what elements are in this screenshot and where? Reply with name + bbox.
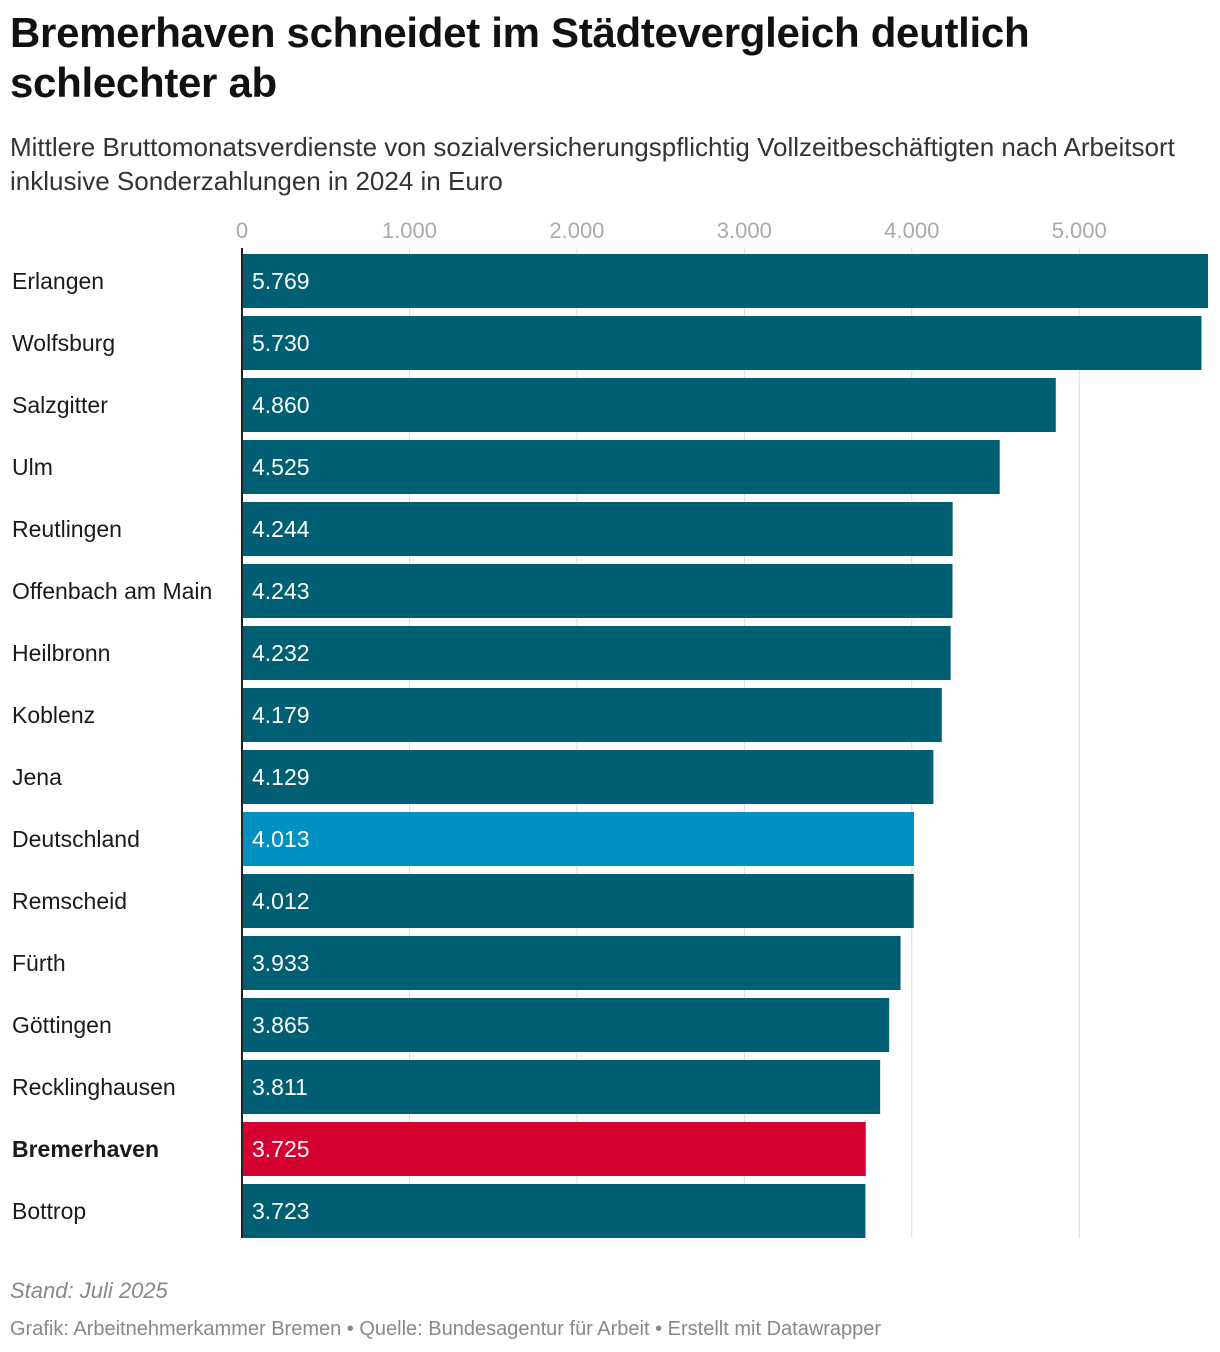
credit-tool: Erstellt mit Datawrapper [667, 1318, 882, 1340]
bar-ulm [242, 440, 1000, 494]
category-label: Göttingen [12, 1012, 112, 1038]
x-tick-label: 5.000 [1052, 218, 1107, 243]
bar-value-label: 4.525 [252, 454, 310, 480]
bar-göttingen [242, 998, 890, 1052]
category-label: Koblenz [12, 702, 95, 728]
category-label: Bottrop [12, 1198, 86, 1224]
bar-value-label: 4.012 [252, 888, 310, 914]
x-tick-label: 1.000 [382, 218, 437, 243]
category-label: Fürth [12, 950, 66, 976]
credit-graphic: Grafik: Arbeitnehmerkammer Bremen [10, 1318, 342, 1340]
category-label: Bremerhaven [12, 1136, 159, 1162]
credit-separator: • [341, 1318, 360, 1340]
bar-remscheid [242, 874, 914, 928]
bar-deutschland [242, 812, 914, 866]
category-label: Salzgitter [12, 392, 108, 418]
bar-jena [242, 750, 934, 804]
bar-offenbach-am-main [242, 564, 953, 618]
bar-value-label: 3.865 [252, 1012, 310, 1038]
bar-koblenz [242, 688, 942, 742]
bar-value-label: 4.179 [252, 702, 310, 728]
bar-bremerhaven [242, 1122, 866, 1176]
credit-separator: • [649, 1318, 668, 1340]
footer-credits: Grafik: Arbeitnehmerkammer Bremen • Quel… [10, 1318, 881, 1341]
x-tick-label: 4.000 [884, 218, 939, 243]
bar-value-label: 3.725 [252, 1136, 310, 1162]
category-label: Offenbach am Main [12, 578, 212, 604]
bar-recklinghausen [242, 1060, 881, 1114]
bar-salzgitter [242, 378, 1056, 432]
x-tick-label: 0 [236, 218, 248, 243]
bar-value-label: 3.811 [252, 1074, 308, 1100]
bar-value-label: 3.933 [252, 950, 310, 976]
footer-date-note: Stand: Juli 2025 [10, 1278, 168, 1303]
x-axis-tick-labels: 0 1.000 2.000 3.000 4.000 5.000 [236, 218, 1107, 243]
bar-value-label: 3.723 [252, 1198, 310, 1224]
category-label: Recklinghausen [12, 1074, 176, 1100]
bar-erlangen [242, 254, 1208, 308]
bar-bottrop [242, 1184, 866, 1238]
category-label: Heilbronn [12, 640, 110, 666]
bar-value-label: 4.232 [252, 640, 310, 666]
bar-fürth [242, 936, 901, 990]
category-labels: Erlangen Wolfsburg Salzgitter Ulm Reutlingen… [12, 268, 212, 1224]
category-label: Ulm [12, 454, 53, 480]
credit-source: Quelle: Bundesagentur für Arbeit [359, 1318, 650, 1340]
chart-subtitle: Mittlere Bruttomonatsverdienste von sozi… [10, 132, 1175, 196]
x-tick-label: 2.000 [549, 218, 604, 243]
bar-value-label: 4.860 [252, 392, 310, 418]
bar-wolfsburg [242, 316, 1202, 370]
bar-value-label: 5.769 [252, 268, 310, 294]
category-label: Wolfsburg [12, 330, 115, 356]
bar-chart: 0 1.000 2.000 3.000 4.000 5.000 5.769 5.730 4.8… [12, 218, 1208, 1238]
category-label: Jena [12, 764, 62, 790]
bar-value-label: 4.243 [252, 578, 310, 604]
bars: 5.769 5.730 4.860 4.525 4.244 4.243 4.232 4.179… [242, 254, 1208, 1238]
x-tick-label: 3.000 [717, 218, 772, 243]
bar-value-label: 4.244 [252, 516, 310, 542]
category-label: Erlangen [12, 268, 104, 294]
bar-value-label: 4.013 [252, 826, 310, 852]
bar-value-label: 5.730 [252, 330, 310, 356]
bar-value-label: 4.129 [252, 764, 310, 790]
chart-title: Bremerhaven schneidet im Städtevergleich… [10, 9, 1030, 106]
bar-heilbronn [242, 626, 951, 680]
category-label: Remscheid [12, 888, 127, 914]
category-label: Reutlingen [12, 516, 122, 542]
bar-reutlingen [242, 502, 953, 556]
category-label: Deutschland [12, 826, 140, 852]
